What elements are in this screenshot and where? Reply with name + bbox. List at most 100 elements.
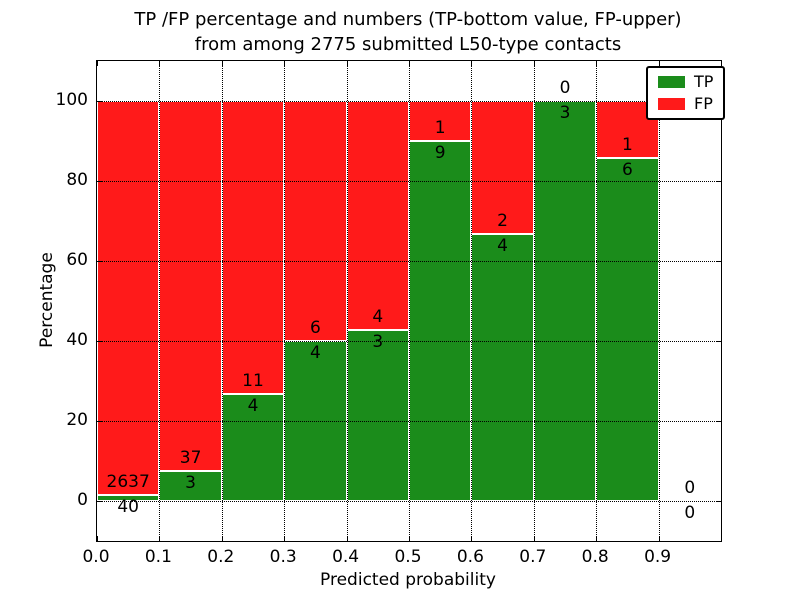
x-tick-mark (596, 536, 598, 541)
y-tick-label: 80 (66, 170, 88, 190)
fp-bar-segment (97, 101, 160, 496)
fp-color-swatch (658, 98, 685, 110)
x-tick-mark (533, 536, 535, 541)
x-tick-label: 0.0 (82, 547, 110, 567)
tp-bar-segment (221, 394, 285, 501)
x-gridline (221, 61, 223, 541)
tp-bar-segment (596, 158, 659, 501)
x-gridline (409, 61, 410, 541)
legend-item-fp: FP (658, 96, 713, 112)
x-tick-label: 0.9 (644, 547, 672, 567)
y-tick-mark-right (716, 501, 721, 502)
x-tick-mark-top (346, 61, 348, 66)
fp-count-label: 1 (434, 118, 446, 138)
fp-bar-segment (221, 101, 285, 395)
y-axis-label: Percentage (37, 252, 57, 348)
tp-bar-segment (346, 329, 409, 501)
x-tick-mark-top (471, 61, 473, 66)
fp-bar-segment (284, 101, 347, 341)
y-tick-mark-right (716, 181, 721, 182)
fp-bar-segment (471, 101, 534, 235)
x-tick-label: 0.5 (394, 547, 422, 567)
x-tick-mark-top (533, 61, 535, 66)
tp-count-label: 0 (684, 503, 696, 523)
fp-count-label: 0 (559, 78, 571, 98)
legend-label-fp: FP (694, 94, 713, 113)
x-tick-mark-top (284, 61, 286, 66)
x-tick-mark (471, 536, 473, 541)
x-tick-mark-top (97, 61, 98, 66)
x-tick-label: 0.4 (332, 547, 360, 567)
fp-count-label: 11 (242, 371, 264, 392)
fp-bar-segment (159, 101, 222, 471)
x-tick-mark (97, 536, 98, 541)
x-tick-label: 0.8 (581, 547, 609, 567)
tp-bar-segment (409, 141, 472, 501)
x-axis-label: Predicted probability (320, 570, 496, 590)
x-gridline (596, 61, 598, 541)
y-tick-label: 60 (66, 250, 88, 270)
legend-item-tp: TP (658, 74, 713, 90)
y-tick-mark (97, 341, 102, 342)
x-tick-mark (409, 536, 410, 541)
tp-bar-segment (533, 101, 597, 501)
tp-count-label: 3 (372, 331, 384, 352)
chart-title: TP /FP percentage and numbers (TP-bottom… (96, 7, 720, 57)
y-tick-label: 100 (55, 90, 88, 110)
y-tick-mark-right (716, 421, 721, 422)
x-tick-mark (658, 536, 660, 541)
x-tick-label: 0.7 (519, 547, 547, 567)
x-tick-label: 0.2 (207, 547, 235, 567)
tp-bar-segment (471, 234, 534, 501)
x-tick-mark (284, 536, 286, 541)
fp-count-label: 4 (372, 306, 384, 327)
x-tick-label: 0.6 (456, 547, 484, 567)
fp-count-label: 2637 (106, 472, 150, 493)
y-tick-label: 20 (66, 410, 88, 430)
chart-title-line1: TP /FP percentage and numbers (TP-bottom… (134, 9, 682, 30)
tp-count-label: 4 (309, 343, 321, 363)
tp-count-label: 4 (497, 236, 508, 257)
y-tick-mark (97, 101, 102, 102)
fp-count-label: 0 (684, 478, 696, 498)
x-tick-mark-top (409, 61, 410, 66)
x-gridline (533, 61, 535, 541)
tp-count-label: 3 (559, 103, 571, 123)
x-gridline (658, 61, 660, 541)
chart-title-line2: from among 2775 submitted L50-type conta… (194, 34, 622, 55)
x-tick-mark-top (596, 61, 598, 66)
fp-count-label: 37 (179, 448, 202, 468)
tp-bar-segment (97, 495, 160, 501)
plot-area: 2637 40 37 3 11 4 6 4 4 3 1 9 2 4 0 3 1 6 0 0 (96, 60, 722, 542)
tp-count-label: 9 (434, 143, 446, 163)
y-tick-mark-right (716, 261, 721, 262)
tp-count-label: 4 (247, 396, 259, 417)
legend: TP FP (646, 66, 726, 120)
x-tick-mark-top (159, 61, 161, 66)
tp-count-label: 3 (185, 473, 196, 493)
tp-count-label: 40 (117, 497, 139, 518)
x-tick-label: 0.3 (269, 547, 297, 567)
fp-count-label: 6 (309, 318, 321, 338)
x-tick-mark-top (658, 61, 660, 66)
fp-count-label: 2 (497, 211, 508, 232)
x-tick-label: 0.1 (144, 547, 172, 567)
tp-color-swatch (658, 76, 685, 88)
fp-count-label: 1 (621, 135, 633, 156)
x-tick-mark (221, 536, 223, 541)
x-tick-mark (159, 536, 161, 541)
y-tick-mark (97, 421, 102, 422)
x-gridline (284, 61, 286, 541)
x-gridline (471, 61, 473, 541)
legend-label-tp: TP (694, 72, 714, 91)
y-tick-mark-right (716, 341, 721, 342)
x-tick-mark-top (221, 61, 223, 66)
y-tick-mark (97, 501, 102, 502)
y-tick-label: 40 (66, 330, 88, 350)
tp-count-label: 6 (621, 160, 633, 181)
y-tick-label: 0 (77, 490, 88, 510)
x-tick-mark (346, 536, 348, 541)
y-tick-mark (97, 181, 102, 182)
y-tick-mark (97, 261, 102, 262)
